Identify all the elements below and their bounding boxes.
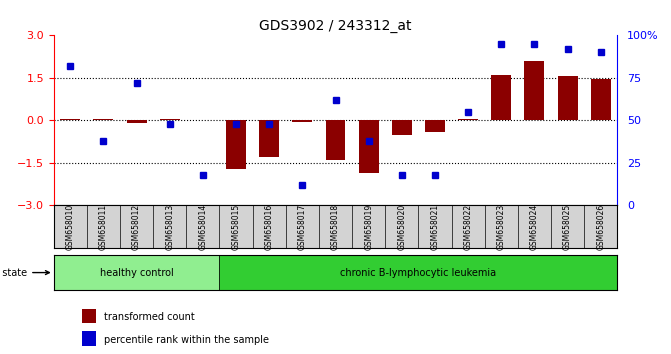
Bar (93, 119, 113, 120)
Text: GSM658013: GSM658013 (165, 204, 174, 250)
FancyBboxPatch shape (219, 255, 617, 290)
Bar (392, 120, 412, 135)
Bar (226, 120, 246, 169)
Text: GSM658024: GSM658024 (530, 204, 539, 250)
Bar (425, 120, 445, 132)
Text: chronic B-lymphocytic leukemia: chronic B-lymphocytic leukemia (340, 268, 497, 278)
Bar (293, 120, 312, 122)
Bar (60, 119, 81, 120)
Bar (525, 61, 544, 120)
Text: GSM658026: GSM658026 (597, 204, 605, 250)
Text: GSM658025: GSM658025 (563, 204, 572, 250)
Text: GSM658010: GSM658010 (66, 204, 74, 250)
Text: healthy control: healthy control (100, 268, 173, 278)
Text: GSM658015: GSM658015 (231, 204, 240, 250)
Text: GSM658020: GSM658020 (397, 204, 407, 250)
Text: GSM658012: GSM658012 (132, 204, 141, 250)
Bar (160, 119, 180, 120)
Bar (82, 331, 96, 346)
Text: GSM658017: GSM658017 (298, 204, 307, 250)
Text: GSM658023: GSM658023 (497, 204, 506, 250)
Text: GSM658016: GSM658016 (264, 204, 274, 250)
Bar (259, 120, 279, 157)
Bar (590, 79, 611, 120)
Text: GSM658022: GSM658022 (464, 204, 472, 250)
Text: GSM658014: GSM658014 (199, 204, 207, 250)
Text: GSM658011: GSM658011 (99, 204, 108, 250)
Bar (558, 76, 578, 120)
Bar (325, 120, 346, 160)
Bar (127, 120, 146, 123)
Text: disease state: disease state (0, 268, 50, 278)
Text: GSM658021: GSM658021 (431, 204, 440, 250)
Text: percentile rank within the sample: percentile rank within the sample (105, 335, 270, 345)
FancyBboxPatch shape (54, 255, 219, 290)
Title: GDS3902 / 243312_at: GDS3902 / 243312_at (259, 19, 412, 33)
Text: GSM658019: GSM658019 (364, 204, 373, 250)
Bar (359, 120, 378, 173)
Bar (491, 75, 511, 120)
Bar (82, 309, 96, 323)
Bar (458, 119, 478, 120)
Text: GSM658018: GSM658018 (331, 204, 340, 250)
Text: transformed count: transformed count (105, 312, 195, 322)
